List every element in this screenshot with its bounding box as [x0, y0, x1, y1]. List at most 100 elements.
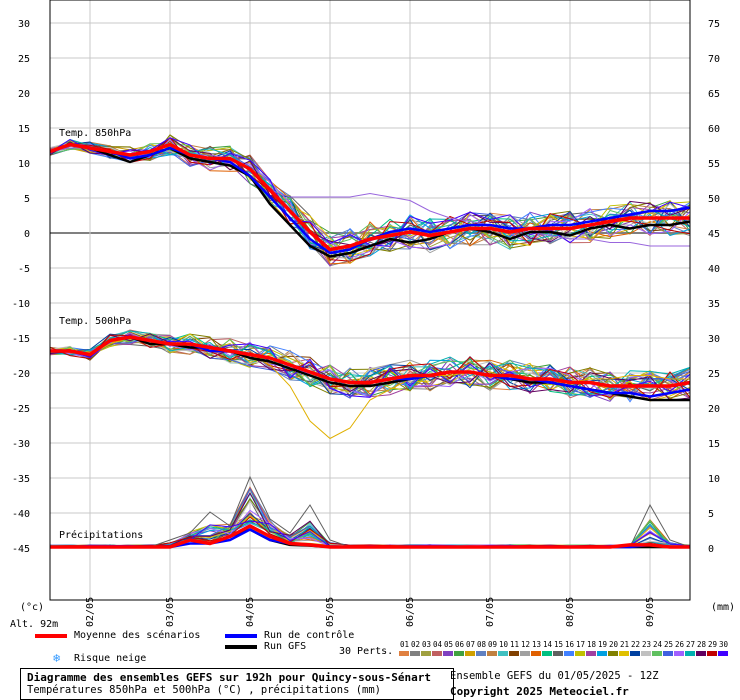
member-number: 30: [718, 640, 729, 649]
right-unit-label: (mm): [711, 602, 735, 613]
member-line-precip: [49, 500, 691, 548]
member-number: 17: [575, 640, 586, 649]
legend-control-swatch: [225, 634, 257, 638]
member-number: 19: [597, 640, 608, 649]
x-tick-label: 08/05: [565, 597, 576, 627]
member-legend-item: 03: [421, 640, 432, 656]
member-legend-item: 17: [575, 640, 586, 656]
member-legend-item: 20: [608, 640, 619, 656]
member-color-swatch: [630, 651, 640, 656]
member-line-precip: [49, 521, 691, 548]
member-legend-item: 05: [443, 640, 454, 656]
member-legend-item: 21: [619, 640, 630, 656]
y-tick-label-right: 60: [708, 124, 720, 135]
member-color-swatch: [553, 651, 563, 656]
mean-line-t850: [49, 142, 690, 252]
x-tick-label: 03/05: [165, 597, 176, 627]
y-tick-label-right: 75: [708, 19, 720, 30]
footer-subtitle: Températures 850hPa et 500hPa (°C) , pré…: [27, 684, 382, 696]
y-tick-label-right: 45: [708, 229, 720, 240]
left-unit-label: (°c): [20, 602, 44, 613]
member-number: 02: [410, 640, 421, 649]
member-number: 15: [553, 640, 564, 649]
member-color-swatch: [476, 651, 486, 656]
member-legend: 01 02 03 04 05 06 07 08 09 10 11 12 13 14 15 16 17 18 19 20…: [399, 640, 730, 660]
member-legend-item: 09: [487, 640, 498, 656]
gfs-line-precip: [50, 528, 690, 549]
y-tick-label-left: -15: [12, 334, 30, 345]
member-color-swatch: [410, 651, 420, 656]
member-number: 10: [498, 640, 509, 649]
member-legend-item: 13: [531, 640, 542, 656]
member-line-precip: [49, 520, 691, 548]
altitude-label: Alt. 92m: [10, 619, 58, 630]
legend-control-label: Run de contrôle: [264, 630, 355, 641]
member-legend-item: 04: [432, 640, 443, 656]
member-number: 22: [630, 640, 641, 649]
member-line-precip: [49, 487, 691, 548]
y-tick-label-right: 70: [708, 54, 720, 65]
member-color-swatch: [597, 651, 607, 656]
member-line-precip: [49, 512, 691, 548]
member-color-swatch: [399, 651, 409, 656]
y-tick-label-left: -30: [12, 439, 30, 450]
main-series: [49, 142, 691, 549]
member-legend-item: 22: [630, 640, 641, 656]
member-color-swatch: [641, 651, 651, 656]
member-color-swatch: [619, 651, 629, 656]
member-color-swatch: [454, 651, 464, 656]
y-tick-label-right: 20: [708, 404, 720, 415]
member-number: 13: [531, 640, 542, 649]
member-line-precip: [49, 516, 691, 548]
member-legend-item: 29: [707, 640, 718, 656]
control-line-precip: [50, 528, 690, 549]
member-line-precip: [49, 491, 691, 548]
member-number: 20: [608, 640, 619, 649]
panel-label-precip: Précipitations: [59, 529, 143, 541]
member-line-t500: [49, 333, 691, 401]
member-line-precip: [49, 497, 690, 548]
member-number: 21: [619, 640, 630, 649]
member-legend-item: 28: [696, 640, 707, 656]
y-tick-label-right: 15: [708, 439, 720, 450]
member-color-swatch: [575, 651, 585, 656]
member-line-t850: [49, 145, 691, 247]
member-legend-item: 02: [410, 640, 421, 656]
member-line-precip: [49, 520, 691, 548]
y-tick-label-left: -20: [12, 369, 30, 380]
member-number: 24: [652, 640, 663, 649]
member-line-precip: [49, 486, 691, 548]
member-legend-item: 14: [542, 640, 553, 656]
y-tick-label-right: 10: [708, 474, 720, 485]
member-number: 03: [421, 640, 432, 649]
member-number: 26: [674, 640, 685, 649]
member-legend-item: 23: [641, 640, 652, 656]
member-line-t850: [49, 142, 691, 257]
member-legend-item: 11: [509, 640, 520, 656]
x-tick-label: 04/05: [245, 597, 256, 627]
chart-grid: [50, 0, 690, 600]
member-line-precip: [50, 486, 691, 548]
member-number: 06: [454, 640, 465, 649]
member-line-t500-outlier: [50, 336, 690, 440]
y-tick-label-right: 30: [708, 334, 720, 345]
member-legend-item: 19: [597, 640, 608, 656]
member-color-swatch: [608, 651, 618, 656]
member-number: 27: [685, 640, 696, 649]
y-tick-label-right: 0: [708, 544, 714, 555]
member-line-precip: [49, 492, 691, 548]
legend-gfs-label: Run GFS: [264, 641, 307, 652]
member-number: 12: [520, 640, 531, 649]
member-line-precip: [49, 487, 691, 548]
y-tick-label-right: 25: [708, 369, 720, 380]
member-color-swatch: [564, 651, 574, 656]
mean-line-precip: [50, 524, 690, 549]
mean-line-t500: [50, 335, 691, 388]
member-number: 16: [564, 640, 575, 649]
member-color-swatch: [542, 651, 552, 656]
y-tick-label-left: 5: [24, 194, 30, 205]
member-line-precip: [49, 487, 691, 548]
member-color-swatch: [498, 651, 508, 656]
y-tick-label-left: -25: [12, 404, 30, 415]
